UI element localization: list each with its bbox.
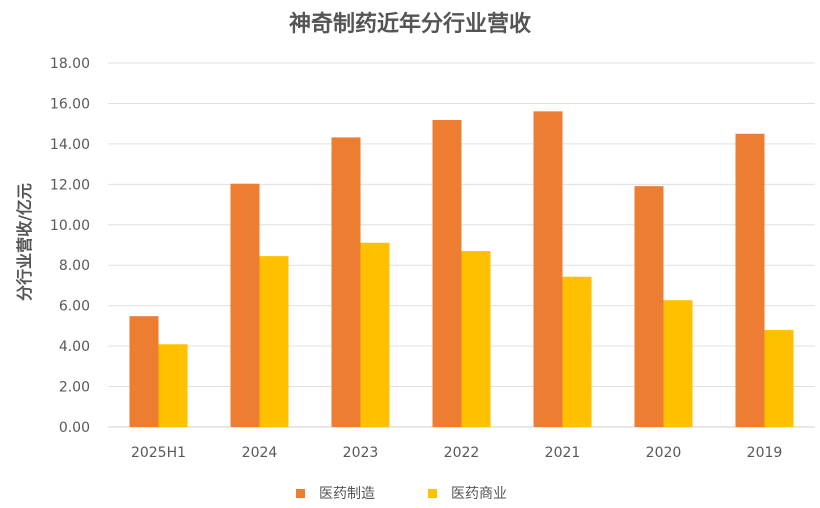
bar-医药制造-2024 (230, 183, 260, 427)
y-tick-label: 8.00 (59, 258, 90, 274)
bar-医药商业-2021 (562, 276, 592, 427)
y-tick-label: 14.00 (50, 137, 90, 153)
y-tick-label: 18.00 (50, 56, 90, 72)
bar-医药制造-2022 (432, 120, 462, 427)
x-tick-label: 2025H1 (131, 445, 186, 461)
bar-医药商业-2023 (360, 242, 390, 427)
bar-医药制造-2020 (634, 186, 664, 427)
x-tick-label: 2023 (343, 445, 379, 461)
bar-医药商业-2020 (663, 300, 693, 427)
x-tick-label: 2019 (747, 445, 783, 461)
x-tick-label: 2020 (646, 445, 682, 461)
y-tick-label: 0.00 (59, 420, 90, 436)
chart-title: 神奇制药近年分行业营收 (288, 12, 531, 37)
bar-医药商业-2022 (461, 251, 491, 427)
legend-label: 医药制造 (319, 486, 375, 502)
x-tick-label: 2024 (242, 445, 278, 461)
y-tick-label: 6.00 (59, 299, 90, 315)
bar-医药制造-2019 (735, 133, 765, 427)
y-tick-label: 4.00 (59, 339, 90, 355)
bar-医药商业-2024 (259, 256, 289, 427)
legend-item-0: 医药制造 (296, 483, 375, 503)
x-tick-label: 2021 (545, 445, 581, 461)
bar-医药制造-2023 (331, 137, 361, 427)
y-tick-label: 10.00 (50, 218, 90, 234)
bar-医药商业-2019 (764, 329, 794, 427)
bar-医药制造-2021 (533, 111, 563, 427)
y-tick-label: 2.00 (59, 380, 90, 396)
y-tick-label: 16.00 (50, 96, 90, 112)
x-tick-label: 2022 (444, 445, 480, 461)
legend-swatch (296, 488, 305, 498)
legend-item-1: 医药商业 (428, 483, 507, 503)
y-tick-label: 12.00 (50, 177, 90, 193)
legend-label: 医药商业 (451, 486, 507, 502)
bar-医药商业-2025H1 (158, 344, 188, 427)
bar-医药制造-2025H1 (129, 316, 159, 427)
legend-swatch (428, 488, 437, 498)
